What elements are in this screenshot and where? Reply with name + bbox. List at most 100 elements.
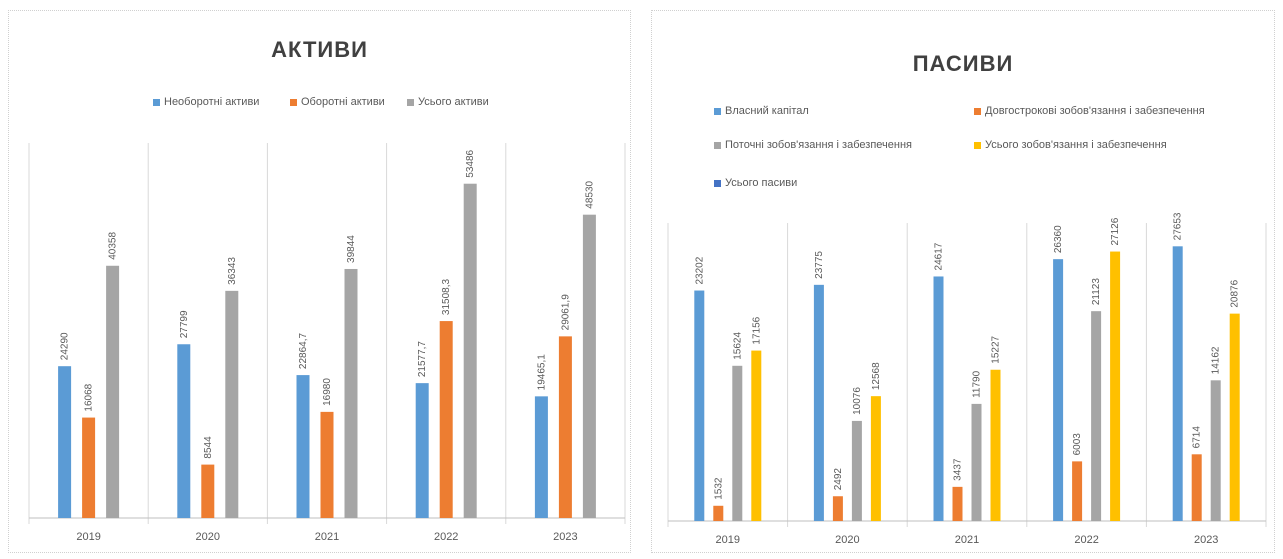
legend-label: Необоротні активи bbox=[164, 96, 260, 108]
bar bbox=[320, 411, 334, 518]
bar bbox=[1210, 380, 1221, 521]
legend-swatch bbox=[974, 107, 981, 115]
bar bbox=[851, 420, 862, 521]
bar bbox=[1191, 454, 1202, 521]
data-label: 39844 bbox=[346, 235, 357, 263]
x-tick-label: 2019 bbox=[716, 534, 740, 546]
legend-item: Довгострокові зобов'язання і забезпеченн… bbox=[974, 105, 1205, 117]
data-label: 10076 bbox=[852, 387, 863, 415]
data-label: 31508,3 bbox=[441, 278, 452, 315]
bar bbox=[582, 214, 596, 518]
legend-label: Оборотні активи bbox=[301, 96, 385, 108]
legend-swatch bbox=[407, 98, 414, 106]
assets-chart-title: АКТИВИ bbox=[271, 37, 368, 62]
x-tick-label: 2022 bbox=[1074, 534, 1098, 546]
data-label: 21577,7 bbox=[417, 341, 428, 378]
legend-label: Довгострокові зобов'язання і забезпеченн… bbox=[985, 105, 1205, 117]
data-label: 29061,9 bbox=[560, 294, 571, 331]
data-label: 48530 bbox=[584, 180, 595, 208]
bar bbox=[177, 344, 191, 518]
legend-item: Усього пасиви bbox=[714, 177, 797, 189]
bar bbox=[751, 350, 762, 521]
bar bbox=[534, 396, 548, 518]
data-label: 20876 bbox=[1230, 279, 1241, 307]
bar bbox=[713, 505, 724, 521]
data-label: 24617 bbox=[934, 242, 945, 270]
data-label: 19465,1 bbox=[536, 354, 547, 391]
x-tick-label: 2021 bbox=[315, 531, 339, 543]
data-label: 40358 bbox=[108, 232, 119, 260]
assets-chart-panel: АКТИВИ Необоротні активи Оборотні активи У… bbox=[8, 10, 631, 553]
data-label: 36343 bbox=[227, 257, 238, 285]
legend-label: Усього пасиви bbox=[725, 177, 798, 189]
data-label: 27653 bbox=[1173, 212, 1184, 240]
liabilities-chart-title: ПАСИВИ bbox=[912, 51, 1014, 76]
data-label: 15624 bbox=[732, 332, 743, 360]
legend-swatch bbox=[714, 107, 721, 115]
bar bbox=[990, 369, 1001, 521]
bar bbox=[201, 464, 215, 518]
liabilities-chart-panel: ПАСИВИ Власний капітал Довгострокові зобо… bbox=[651, 10, 1275, 553]
data-label: 17156 bbox=[751, 316, 762, 344]
data-label: 16980 bbox=[322, 378, 333, 406]
bar bbox=[971, 403, 982, 521]
bar bbox=[952, 486, 963, 521]
data-label: 12568 bbox=[871, 362, 882, 390]
legend-item: Власний капітал bbox=[714, 105, 809, 117]
bar bbox=[870, 396, 881, 521]
bar bbox=[225, 290, 239, 518]
legend-label: Поточні зобов'язання і забезпечення bbox=[725, 139, 912, 151]
x-tick-label: 2020 bbox=[196, 531, 220, 543]
bar bbox=[813, 284, 824, 521]
legend-swatch bbox=[153, 98, 160, 106]
data-label: 2492 bbox=[833, 468, 844, 491]
legend-item: Усього активи bbox=[407, 96, 489, 108]
legend-label: Усього зобов'язання і забезпечення bbox=[985, 139, 1167, 151]
data-label: 6003 bbox=[1072, 433, 1083, 456]
bar bbox=[344, 268, 358, 518]
legend-item: Усього зобов'язання і забезпечення bbox=[974, 139, 1167, 151]
legend-item: Необоротні активи bbox=[153, 96, 259, 108]
data-label: 26360 bbox=[1053, 225, 1064, 253]
data-label: 1532 bbox=[713, 477, 724, 500]
bar bbox=[463, 183, 477, 518]
legend-swatch bbox=[974, 141, 981, 149]
legend-label: Усього активи bbox=[418, 96, 489, 108]
data-label: 3437 bbox=[953, 458, 964, 481]
bar bbox=[732, 365, 743, 521]
x-tick-label: 2023 bbox=[1194, 534, 1218, 546]
x-tick-label: 2020 bbox=[835, 534, 859, 546]
data-label: 11790 bbox=[972, 370, 983, 398]
legend-item: Поточні зобов'язання і забезпечення bbox=[714, 139, 912, 151]
x-tick-label: 2021 bbox=[955, 534, 979, 546]
data-label: 53486 bbox=[465, 149, 476, 177]
bar bbox=[82, 417, 96, 518]
data-label: 14162 bbox=[1211, 346, 1222, 374]
data-label: 23775 bbox=[814, 251, 825, 279]
bar bbox=[1229, 313, 1240, 521]
bar bbox=[694, 290, 705, 521]
x-tick-label: 2022 bbox=[434, 531, 458, 543]
legend-swatch bbox=[714, 179, 721, 187]
bar bbox=[1053, 259, 1064, 521]
bar bbox=[832, 496, 843, 521]
data-label: 6714 bbox=[1192, 426, 1203, 449]
data-label: 24290 bbox=[60, 332, 71, 360]
x-tick-label: 2023 bbox=[553, 531, 577, 543]
data-label: 27126 bbox=[1110, 217, 1121, 245]
data-label: 15227 bbox=[991, 335, 1002, 363]
data-label: 27799 bbox=[179, 310, 190, 338]
x-tick-label: 2019 bbox=[76, 531, 100, 543]
legend-swatch bbox=[290, 98, 297, 106]
bar bbox=[558, 336, 572, 518]
bar bbox=[933, 276, 944, 521]
legend-item: Оборотні активи bbox=[290, 96, 385, 108]
liabilities-chart-svg: 2019 23202 1532 15624 17156 2020 23775 2492 1007… bbox=[667, 212, 1267, 546]
legend-swatch bbox=[714, 141, 721, 149]
bar bbox=[296, 375, 310, 518]
assets-chart-svg: 2019 24290 16068 40358 2020 27799 8544 36343 202… bbox=[28, 143, 626, 543]
data-label: 22864,7 bbox=[298, 333, 309, 370]
legend-label: Власний капітал bbox=[725, 105, 809, 117]
bar bbox=[1110, 251, 1121, 521]
bar bbox=[415, 383, 429, 518]
